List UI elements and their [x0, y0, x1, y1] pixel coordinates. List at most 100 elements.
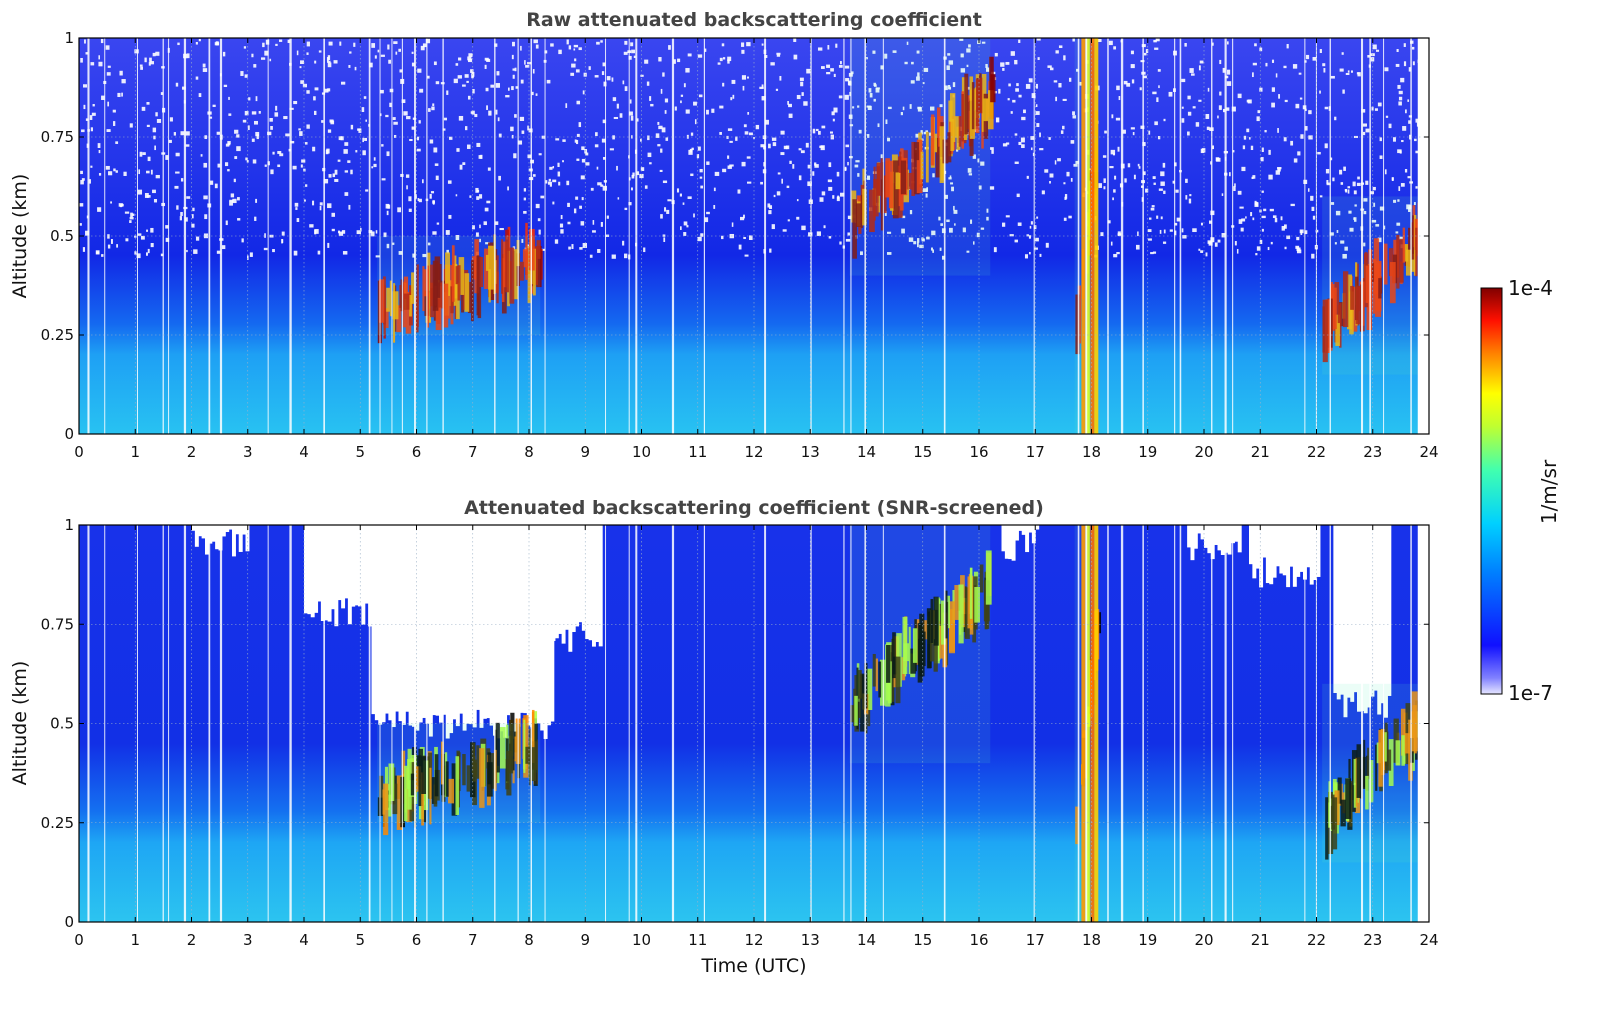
noise-pixel — [909, 210, 913, 215]
noise-pixel — [968, 44, 971, 48]
noise-pixel — [251, 53, 254, 58]
noise-pixel — [466, 80, 469, 83]
noise-pixel — [98, 61, 103, 67]
noise-pixel — [1058, 45, 1063, 49]
cloud-halo — [849, 38, 991, 276]
noise-pixel — [298, 128, 301, 131]
noise-pixel — [1237, 93, 1242, 99]
cloud-cell — [411, 272, 415, 304]
cloud-cell — [975, 79, 980, 127]
cloud-cell — [445, 761, 449, 797]
masked-cell — [1214, 525, 1219, 545]
noise-pixel — [448, 214, 452, 219]
noise-pixel — [747, 76, 749, 79]
noise-pixel — [247, 125, 250, 130]
noise-pixel — [186, 249, 188, 253]
cloud-cell — [522, 249, 529, 268]
noise-pixel — [1350, 70, 1353, 73]
x-tick-label: 3 — [243, 443, 253, 461]
noise-pixel — [510, 126, 514, 132]
noise-pixel — [223, 84, 228, 88]
noise-pixel — [981, 41, 986, 44]
noise-pixel — [110, 201, 112, 204]
noise-pixel — [203, 162, 208, 168]
noise-pixel — [185, 144, 190, 147]
noise-pixel — [227, 169, 230, 172]
noise-pixel — [1002, 67, 1005, 71]
noise-pixel — [524, 60, 526, 65]
noise-pixel — [405, 174, 410, 178]
cloud-cell — [1356, 744, 1362, 798]
noise-pixel — [1336, 230, 1339, 233]
noise-pixel — [1222, 67, 1226, 73]
cloud-cell — [467, 281, 474, 314]
noise-pixel — [746, 156, 751, 159]
masked-cell — [554, 525, 559, 639]
noise-pixel — [1347, 186, 1351, 189]
cloud-cell — [899, 151, 902, 173]
noise-pixel — [916, 50, 920, 54]
data-gap — [104, 525, 106, 922]
noise-pixel — [649, 96, 652, 101]
noise-pixel — [1319, 49, 1322, 53]
cloud-cell — [440, 741, 444, 785]
noise-pixel — [290, 140, 295, 144]
masked-cell — [395, 525, 400, 712]
masked-cell — [1370, 525, 1375, 697]
noise-pixel — [1296, 249, 1302, 254]
masked-cell — [1217, 525, 1222, 551]
noise-pixel — [1401, 140, 1404, 143]
noise-pixel — [343, 149, 348, 154]
noise-pixel — [334, 178, 339, 182]
noise-pixel — [185, 131, 190, 136]
noise-pixel — [557, 171, 561, 177]
noise-pixel — [662, 72, 665, 77]
cloud-cell — [1378, 278, 1382, 299]
noise-pixel — [1205, 113, 1210, 119]
noise-pixel — [1341, 52, 1344, 55]
cloud-cell — [880, 179, 884, 231]
x-tick-label: 6 — [412, 443, 422, 461]
noise-pixel — [361, 107, 365, 113]
noise-pixel — [85, 52, 89, 55]
noise-pixel — [601, 71, 605, 76]
noise-pixel — [177, 42, 180, 46]
noise-pixel — [1142, 171, 1146, 176]
cloud-cell — [512, 249, 519, 300]
noise-pixel — [1362, 131, 1366, 136]
cloud-cell — [1340, 799, 1346, 827]
masked-cell — [225, 525, 230, 533]
noise-pixel — [746, 42, 751, 47]
masked-cell — [235, 525, 240, 535]
masked-cell — [317, 525, 322, 602]
noise-pixel — [261, 57, 266, 60]
noise-pixel — [412, 253, 416, 258]
noise-pixel — [1192, 106, 1196, 109]
noise-pixel — [906, 41, 909, 45]
noise-pixel — [1370, 191, 1375, 195]
noise-pixel — [129, 220, 132, 223]
noise-pixel — [118, 203, 123, 207]
cloud-cell — [855, 203, 862, 227]
cloud-cell — [1388, 739, 1394, 787]
noise-pixel — [1334, 116, 1337, 121]
cloud-cell — [456, 282, 460, 320]
noise-pixel — [1324, 106, 1329, 110]
noise-pixel — [657, 144, 661, 147]
noise-pixel — [90, 62, 95, 66]
noise-pixel — [847, 215, 852, 220]
noise-pixel — [136, 253, 141, 259]
noise-pixel — [731, 79, 736, 84]
noise-pixel — [1395, 63, 1400, 67]
noise-pixel — [285, 133, 290, 137]
noise-pixel — [1073, 163, 1078, 167]
masked-cell — [1237, 525, 1242, 553]
cloud-cell — [471, 260, 474, 322]
noise-pixel — [1115, 117, 1121, 121]
noise-pixel — [1261, 228, 1264, 232]
noise-pixel — [1272, 215, 1277, 218]
noise-pixel — [91, 112, 96, 116]
noise-pixel — [1130, 64, 1135, 69]
data-gap — [426, 525, 428, 922]
cloud-cell — [913, 142, 920, 161]
